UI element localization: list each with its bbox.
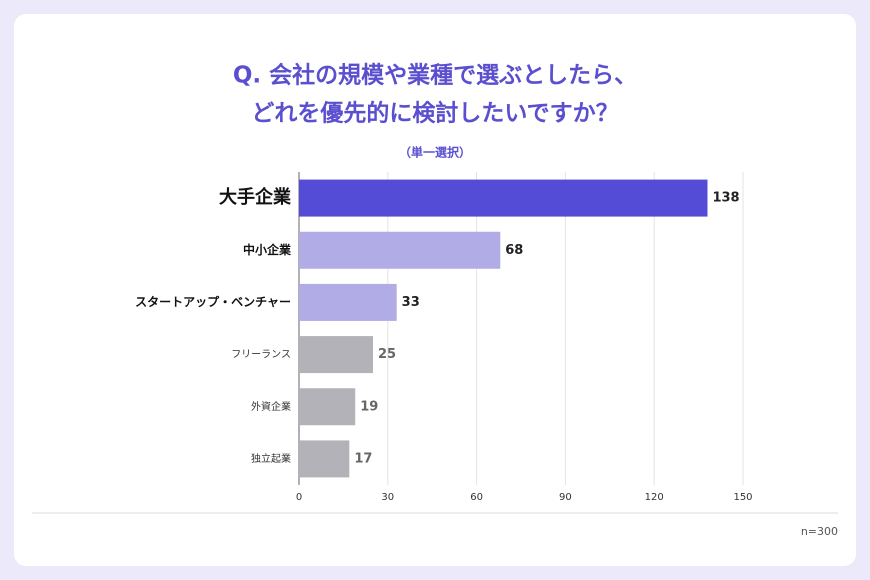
- y-tick-label: 大手企業: [219, 186, 292, 208]
- value-label: 17: [354, 451, 372, 466]
- y-tick-label: 外資企業: [251, 400, 291, 413]
- x-tick-label: 0: [296, 492, 302, 503]
- x-tick-label: 60: [470, 492, 483, 503]
- y-tick-label: フリーランス: [231, 349, 291, 361]
- bar: [299, 231, 501, 269]
- value-label: 25: [378, 347, 396, 362]
- value-label: 68: [505, 243, 523, 258]
- bar: [299, 388, 356, 426]
- x-tick-label: 150: [733, 492, 752, 503]
- chart-subtitle: （単一選択）: [399, 145, 471, 160]
- x-tick-label: 120: [645, 492, 664, 503]
- x-tick-label: 30: [381, 492, 394, 503]
- x-tick-label: 90: [559, 492, 572, 503]
- chart-title: どれを優先的に検討したいですか？: [251, 100, 618, 127]
- value-label: 33: [402, 295, 420, 310]
- y-tick-label: スタートアップ・ベンチャー: [135, 294, 291, 309]
- value-label: 138: [712, 191, 739, 206]
- note: n=300: [801, 525, 838, 538]
- bar: [299, 336, 373, 374]
- bar: [299, 440, 350, 478]
- y-tick-label: 中小企業: [243, 242, 292, 257]
- y-tick-label: 独立起業: [251, 452, 291, 465]
- chart-title: Q. 会社の規模や業種で選ぶとしたら、: [233, 62, 637, 89]
- bar: [299, 179, 708, 217]
- value-label: 19: [360, 399, 378, 414]
- card: [14, 14, 856, 566]
- bar: [299, 283, 397, 321]
